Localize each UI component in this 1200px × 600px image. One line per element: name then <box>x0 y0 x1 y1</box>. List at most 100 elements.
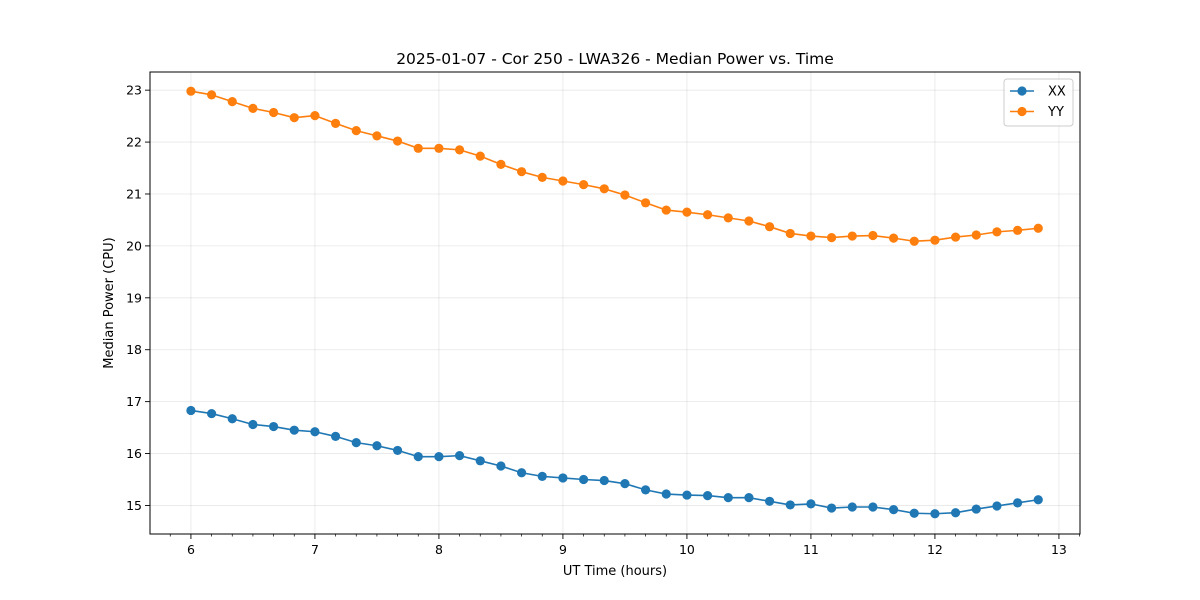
x-tick-label: 9 <box>559 542 567 557</box>
data-point-xx <box>186 405 196 416</box>
data-point-xx <box>351 438 361 448</box>
data-point-yy <box>1033 223 1043 233</box>
data-point-yy <box>1012 225 1023 235</box>
data-point-xx <box>434 452 444 462</box>
y-tick-label: 22 <box>126 135 142 150</box>
x-axis-label: UT Time (hours) <box>563 564 667 579</box>
series-line-xx <box>190 409 1039 515</box>
x-tick-label: 12 <box>927 542 943 557</box>
y-tick-label: 18 <box>126 342 142 357</box>
data-point-xx <box>227 414 237 424</box>
data-point-yy <box>186 86 196 96</box>
x-tick-label: 10 <box>679 542 695 557</box>
data-point-xx <box>392 445 403 456</box>
data-point-xx <box>537 471 547 481</box>
chart-title: 2025-01-07 - Cor 250 - LWA326 - Median P… <box>396 50 834 68</box>
data-point-yy <box>640 198 651 208</box>
plot-frame <box>149 71 1081 535</box>
data-point-xx <box>971 504 981 514</box>
data-point-yy <box>558 176 568 186</box>
data-point-xx <box>475 456 485 466</box>
data-point-xx <box>372 441 382 451</box>
data-point-yy <box>971 230 981 240</box>
data-point-xx <box>578 474 589 485</box>
data-point-xx <box>930 509 940 519</box>
grid-layer <box>150 72 1080 534</box>
data-point-yy <box>268 107 279 118</box>
data-point-xx <box>310 427 320 437</box>
data-point-yy <box>434 143 444 153</box>
data-point-xx <box>413 452 423 462</box>
y-tick-label: 20 <box>126 238 142 253</box>
data-point-xx <box>744 493 754 503</box>
legend-items: XX YY <box>1010 85 1066 120</box>
data-point-yy <box>516 167 527 177</box>
data-point-yy <box>599 184 609 194</box>
series-layer <box>186 86 1043 519</box>
y-axis-label: Median Power (CPU) <box>102 237 117 368</box>
data-point-xx <box>454 451 465 461</box>
data-point-xx <box>1012 498 1023 508</box>
data-point-xx <box>764 496 775 506</box>
data-point-yy <box>764 222 775 232</box>
data-point-yy <box>227 96 237 107</box>
y-tick-label: 23 <box>126 83 142 98</box>
data-point-xx <box>888 505 899 515</box>
y-tick-label: 16 <box>126 446 142 461</box>
data-point-xx <box>682 490 692 500</box>
data-point-xx <box>206 408 217 419</box>
data-point-xx <box>620 479 630 489</box>
data-point-yy <box>578 180 589 190</box>
data-point-yy <box>806 231 816 241</box>
data-point-yy <box>930 235 940 245</box>
data-point-yy <box>351 126 361 136</box>
data-point-yy <box>537 172 547 182</box>
legend-label-yy: YY <box>1047 105 1064 120</box>
data-point-xx <box>806 499 816 509</box>
data-point-xx <box>496 461 506 471</box>
data-point-xx <box>702 490 713 501</box>
data-point-yy <box>620 190 630 200</box>
legend: XX YY <box>1003 78 1074 127</box>
data-point-yy <box>372 131 382 141</box>
data-point-yy <box>496 159 506 169</box>
data-point-xx <box>640 485 651 495</box>
data-point-xx <box>516 468 527 478</box>
data-point-yy <box>826 232 837 243</box>
data-point-xx <box>992 501 1002 511</box>
data-point-yy <box>682 207 692 217</box>
x-tick-label: 13 <box>1051 542 1067 557</box>
y-tick-label: 17 <box>126 394 142 409</box>
x-tick-label: 7 <box>311 542 319 557</box>
data-point-xx <box>1033 495 1043 505</box>
data-point-yy <box>475 151 485 161</box>
data-point-yy <box>289 113 299 123</box>
data-point-xx <box>558 473 568 483</box>
data-point-yy <box>992 227 1002 237</box>
x-tick-label: 8 <box>435 542 443 557</box>
data-point-yy <box>723 213 733 223</box>
data-point-yy <box>888 233 899 243</box>
y-tick-label: 19 <box>126 290 142 305</box>
data-point-yy <box>206 90 217 100</box>
data-point-xx <box>248 419 258 430</box>
data-point-yy <box>661 205 671 215</box>
data-point-yy <box>392 136 403 146</box>
data-point-yy <box>454 145 465 155</box>
y-tick-label: 21 <box>126 186 142 201</box>
data-point-yy <box>248 103 258 113</box>
legend-marker-xx <box>1017 86 1027 96</box>
data-point-yy <box>702 210 713 220</box>
ticks-layer: 6 7 8 9 10 11 12 13 15 16 17 18 19 20 21 22 23 <box>126 83 1080 557</box>
x-tick-label: 6 <box>187 542 195 557</box>
data-point-yy <box>868 230 878 241</box>
data-point-xx <box>289 425 299 435</box>
data-point-xx <box>723 493 733 503</box>
data-point-yy <box>330 118 341 128</box>
data-point-yy <box>950 232 961 242</box>
data-point-xx <box>785 500 795 510</box>
legend-label-xx: XX <box>1048 85 1066 100</box>
data-point-xx <box>599 475 609 486</box>
